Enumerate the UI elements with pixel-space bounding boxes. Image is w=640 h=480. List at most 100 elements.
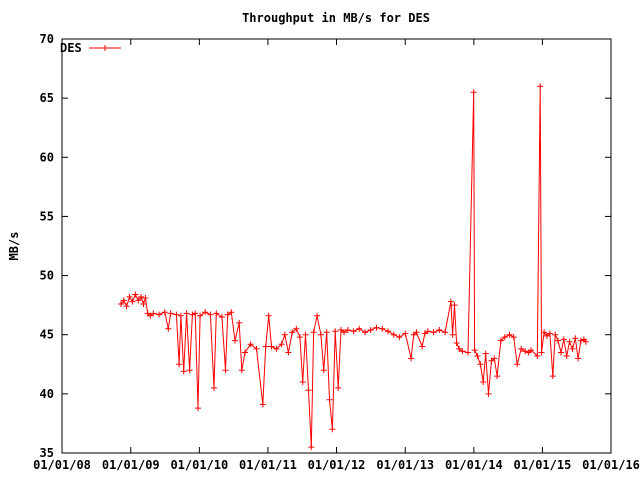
data-point — [207, 311, 214, 318]
data-point — [577, 337, 584, 344]
y-tick-label: 35 — [40, 446, 54, 460]
data-point — [419, 343, 426, 350]
data-point — [329, 426, 336, 433]
legend: DES — [60, 41, 121, 55]
x-tick-label: 01/01/11 — [239, 458, 297, 472]
data-point — [183, 310, 190, 317]
data-point — [522, 348, 529, 355]
data-point — [140, 301, 147, 307]
data-point — [310, 329, 317, 336]
data-point — [408, 355, 415, 362]
data-point — [569, 345, 576, 352]
data-point — [449, 331, 456, 338]
data-point — [259, 401, 266, 408]
data-point — [528, 347, 534, 354]
data-point — [281, 331, 288, 338]
data-point — [126, 293, 133, 300]
data-point — [189, 311, 196, 318]
y-tick-label: 55 — [40, 209, 54, 223]
data-point — [305, 387, 312, 394]
data-point — [323, 329, 330, 336]
data-point — [142, 295, 149, 301]
data-point — [480, 379, 487, 385]
data-point — [268, 343, 275, 350]
data-point — [242, 349, 248, 356]
data-point — [477, 361, 484, 368]
data-point — [514, 361, 521, 368]
data-point — [232, 337, 238, 344]
data-point — [582, 338, 589, 345]
data-point — [150, 310, 157, 317]
data-point — [538, 349, 545, 356]
legend-label-des: DES — [60, 41, 82, 55]
data-point — [186, 367, 193, 374]
data-point — [453, 340, 460, 346]
data-point — [296, 334, 303, 341]
data-point — [491, 355, 498, 362]
data-point — [541, 329, 548, 336]
data-point — [224, 311, 231, 318]
data-point — [238, 367, 245, 374]
data-point — [485, 390, 492, 397]
data-point — [560, 336, 567, 343]
axis-ticks — [61, 38, 612, 454]
data-point — [262, 343, 269, 350]
data-point — [356, 325, 363, 332]
data-point — [555, 337, 561, 344]
data-point — [278, 341, 285, 348]
data-point — [379, 325, 386, 332]
data-point — [317, 331, 324, 338]
data-point — [494, 373, 501, 380]
data-point — [362, 329, 369, 336]
data-point — [165, 325, 172, 332]
data-point — [192, 310, 199, 317]
data-point — [176, 361, 183, 368]
data-point — [344, 327, 351, 333]
data-point — [424, 328, 431, 335]
data-point — [120, 297, 127, 304]
data-point — [413, 329, 420, 336]
data-point — [123, 303, 130, 310]
y-tick-label: 70 — [40, 32, 54, 46]
tick-labels: 35 40 45 50 55 60 65 70 01/01/08 01/01/09 01/01/10… — [33, 32, 640, 472]
y-tick-label: 45 — [40, 328, 54, 342]
data-point — [537, 83, 544, 90]
data-point — [506, 331, 513, 338]
data-point — [285, 349, 292, 356]
data-point — [518, 345, 525, 352]
data-point — [218, 314, 225, 320]
data-point — [471, 347, 478, 354]
data-point — [213, 310, 220, 317]
x-tick-label: 01/01/08 — [33, 458, 91, 472]
data-point — [459, 348, 466, 355]
data-point — [156, 311, 163, 318]
data-point — [474, 353, 481, 359]
data-point — [451, 302, 458, 309]
series-line-des — [120, 86, 587, 448]
data-point — [558, 349, 564, 356]
y-tick-label: 60 — [40, 150, 54, 164]
data-point — [118, 301, 124, 307]
data-point — [497, 337, 504, 344]
data-point — [373, 324, 380, 331]
data-point — [341, 329, 347, 336]
data-point — [129, 298, 136, 305]
data-point — [265, 312, 272, 319]
legend-marker-des — [102, 45, 108, 51]
data-point — [167, 310, 174, 317]
data-point — [465, 349, 471, 356]
data-point — [293, 325, 300, 332]
data-point — [197, 312, 204, 319]
y-axis-label: MB/s — [7, 232, 21, 261]
data-point — [326, 396, 333, 403]
y-tick-label: 50 — [40, 269, 54, 283]
data-point — [552, 331, 559, 338]
data-point — [314, 312, 321, 319]
x-tick-label: 01/01/10 — [170, 458, 228, 472]
data-point — [470, 89, 477, 96]
data-point — [211, 384, 217, 391]
data-point — [436, 327, 443, 333]
data-point — [302, 331, 309, 338]
data-point — [308, 444, 315, 451]
